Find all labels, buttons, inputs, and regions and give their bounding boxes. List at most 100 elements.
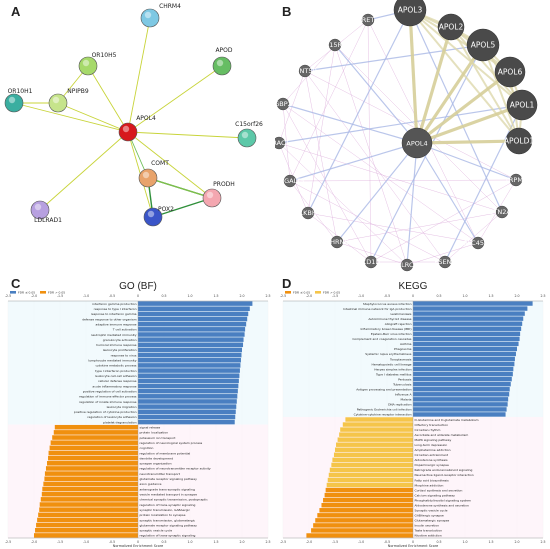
gene-node — [138, 168, 158, 188]
negative-bar — [40, 497, 139, 502]
negative-bar — [321, 503, 413, 508]
term-label: vesicle mediated transport in synapse — [140, 492, 198, 496]
network-edge — [282, 103, 372, 263]
axis-tick-label: -2.0 — [306, 540, 312, 544]
positive-bar — [413, 412, 506, 417]
positive-bar — [413, 402, 508, 407]
negative-bar — [49, 445, 138, 451]
network-edge — [409, 9, 520, 142]
gene-node-label: OR10H1 — [8, 88, 33, 95]
gene-node-label: APOL1 — [510, 101, 535, 110]
axis-tick-label: -1.5 — [57, 540, 63, 544]
positive-bar — [138, 383, 239, 389]
positive-bar — [138, 414, 236, 420]
network-edge — [336, 241, 408, 266]
network-edge — [406, 242, 479, 266]
axis-tick-label: -1.0 — [358, 294, 364, 298]
term-label: synapse organization — [140, 462, 172, 466]
positive-bar — [413, 331, 521, 336]
x-axis-label: Normalized Enrichment Score — [113, 544, 163, 548]
negative-bar — [47, 461, 138, 466]
term-label: humoral immune response — [96, 343, 136, 347]
negative-bar — [336, 442, 413, 447]
negative-bar — [54, 424, 138, 430]
term-label: synaptic transmission, glutamatergic — [140, 518, 196, 522]
axis-tick-label: -2.5 — [5, 294, 11, 298]
axis-tick-label: 1.5 — [213, 294, 218, 298]
gene-node-label: TRPM8 — [504, 176, 527, 184]
term-label: regulation of membrane potential — [140, 451, 191, 455]
term-label: GABAergic synapse — [415, 514, 444, 518]
node-highlight — [147, 210, 155, 218]
network-edge — [127, 65, 223, 133]
positive-bar — [413, 336, 520, 342]
term-label: regulation of leukocyte adhesion — [87, 415, 136, 419]
network-edge — [278, 142, 408, 266]
positive-bar — [138, 316, 248, 322]
positive-bar — [138, 368, 240, 373]
gene-node-label: RET — [362, 16, 375, 24]
term-label: positive regulation of cell activation — [83, 389, 137, 393]
network-edge — [416, 142, 479, 244]
axis-tick-label: -0.5 — [109, 294, 115, 298]
genemania-network: APOL4 APOL3 APOL2 APOL5 APOL6 APOL1 APOLD1 RET I… — [275, 0, 538, 272]
gene-node-label: PRODH — [213, 181, 235, 188]
term-label: Aldosterone synthesis — [415, 458, 448, 462]
term-label: Olfactory transduction — [415, 423, 449, 427]
term-label: lymphocyte mediated immunity — [88, 359, 136, 363]
positive-bar — [138, 378, 239, 384]
positive-bar — [413, 397, 509, 402]
term-label: T cell activation — [112, 328, 137, 332]
term-label: cytokine metabolic process — [95, 364, 136, 368]
positive-bar — [413, 316, 524, 321]
positive-bar — [413, 361, 515, 367]
negative-bar — [50, 440, 138, 445]
negative-bar — [324, 492, 413, 498]
term-label: regulation of innate immune response — [79, 400, 137, 404]
gene-node-label: APOLD1 — [504, 137, 535, 146]
term-label: Type I diabetes mellitus — [375, 372, 412, 376]
network-edge — [409, 9, 503, 213]
gene-node-label: OR10H5 — [92, 52, 117, 59]
gene-node — [212, 56, 232, 76]
network-edge — [278, 104, 523, 144]
positive-bar — [138, 404, 237, 409]
node-highlight — [82, 59, 90, 67]
term-label: type I interferon production — [95, 369, 136, 373]
axis-tick-label: 0.5 — [436, 540, 441, 544]
network-edge — [127, 17, 151, 133]
gene-node-label: IL15RA — [324, 41, 347, 49]
term-label: Dopaminergic synapse — [415, 463, 449, 467]
term-label: Intestinal immune network for IgA produc… — [343, 307, 411, 311]
axis-tick-label: 1.0 — [462, 540, 467, 544]
gene-node — [78, 56, 98, 76]
negative-bar — [328, 472, 413, 478]
negative-bar — [43, 481, 138, 487]
network-edge — [409, 9, 523, 106]
gene-node — [466, 28, 500, 62]
network-edge — [289, 179, 517, 182]
node-highlight — [216, 59, 224, 67]
gene-node — [471, 236, 485, 250]
negative-bar — [35, 527, 138, 533]
term-label: defense response to other organism — [82, 317, 136, 321]
term-label: Systemic lupus erythematosus — [365, 352, 412, 356]
network-edge — [127, 131, 213, 199]
gene-node-label: APOD — [215, 47, 232, 54]
term-label: Nicotine addiction — [415, 534, 442, 538]
gene-node — [237, 128, 257, 148]
network-edge — [367, 19, 372, 263]
term-label: Cortisol synthesis and secretion — [415, 488, 463, 492]
gene-node-label: APOL4 — [136, 115, 156, 122]
term-label: regulation of neurological system proces… — [140, 441, 203, 445]
axis-tick-label: 0.5 — [161, 294, 166, 298]
term-label: DNA replication — [388, 403, 411, 407]
negative-bar — [319, 508, 413, 513]
term-label: regulation of trans-synaptic signaling — [140, 534, 196, 538]
gene-node — [330, 235, 344, 249]
term-label: adaptive immune response — [96, 322, 137, 326]
term-label: Influenza A — [395, 393, 413, 397]
axis-tick-label: 2.5 — [265, 294, 270, 298]
negative-bar — [339, 432, 413, 437]
term-label: Allograft rejection — [385, 322, 412, 326]
